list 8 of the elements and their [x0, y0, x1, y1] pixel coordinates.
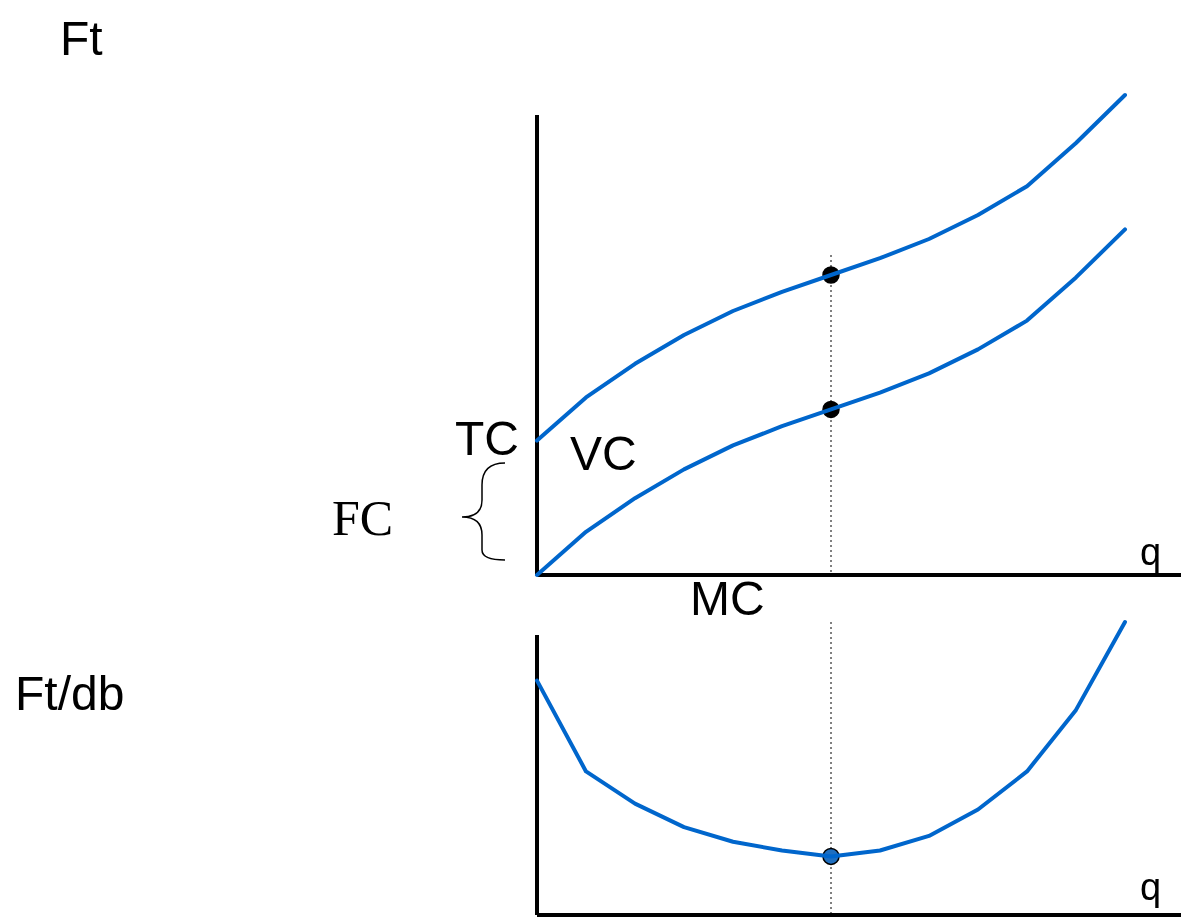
series-label: VC	[570, 427, 637, 480]
y-axis-title: Ft/db	[15, 667, 125, 720]
x-axis-title: q	[1140, 866, 1162, 908]
x-axis-title: q	[1140, 531, 1162, 573]
text: FC	[332, 490, 394, 546]
series-label: TC	[455, 412, 519, 465]
text: MC	[690, 572, 765, 625]
y-axis-title: Ft	[60, 12, 103, 65]
